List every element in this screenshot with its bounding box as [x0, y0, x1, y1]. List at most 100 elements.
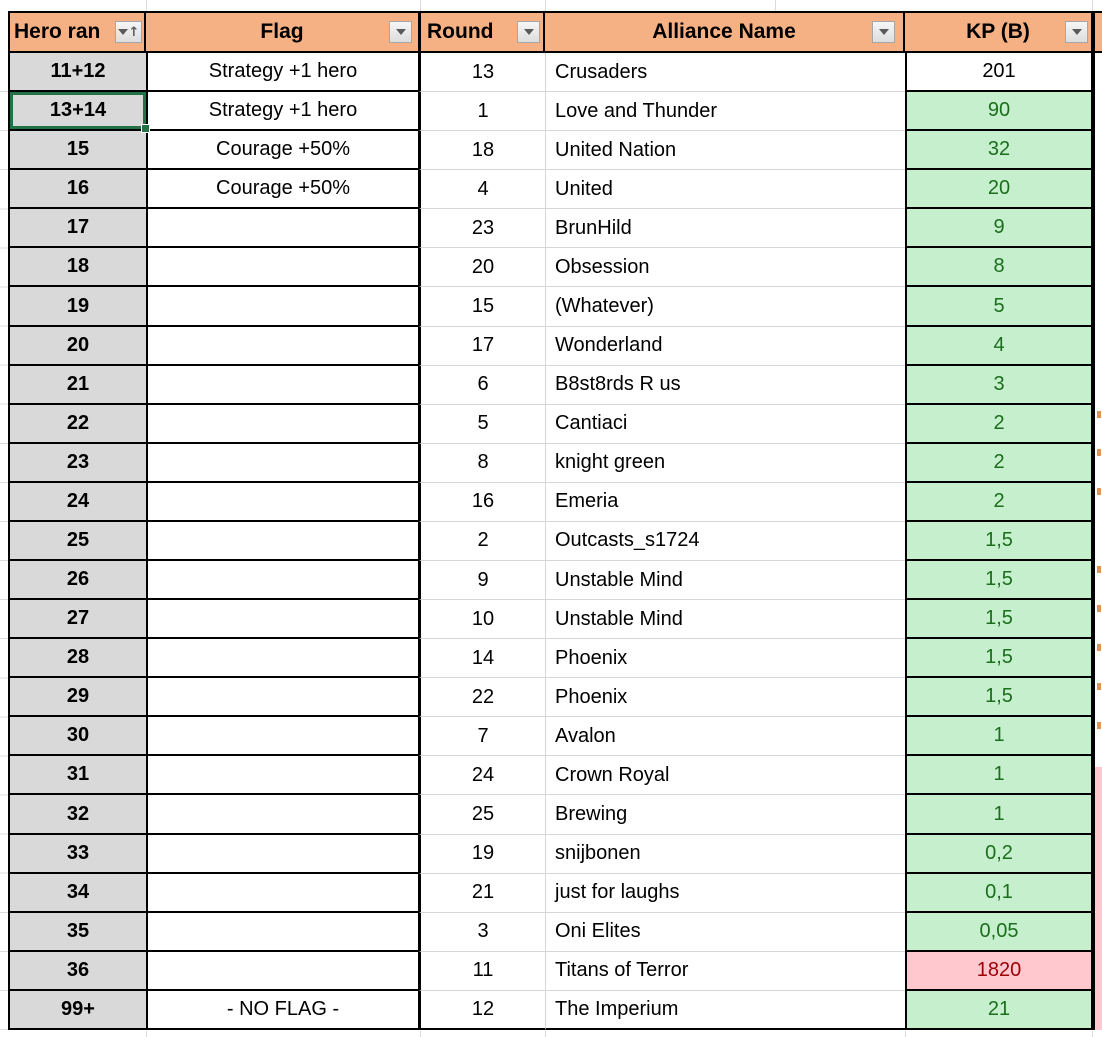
round-cell[interactable]: 6: [419, 365, 545, 405]
alliance-name-cell[interactable]: Unstable Mind: [545, 561, 905, 601]
alliance-name-cell[interactable]: Crown Royal: [545, 756, 905, 796]
flag-cell[interactable]: [146, 639, 420, 679]
kp-cell[interactable]: 1,5: [905, 639, 1093, 679]
flag-cell[interactable]: [146, 795, 420, 835]
flag-cell[interactable]: [146, 834, 420, 874]
flag-cell[interactable]: [146, 561, 420, 601]
flag-filter-button[interactable]: [389, 21, 412, 43]
alliance-name-cell[interactable]: BrunHild: [545, 209, 905, 249]
flag-cell[interactable]: Courage +50%: [146, 170, 420, 210]
hero-rank-cell[interactable]: 31: [8, 756, 146, 796]
alliance-name-cell[interactable]: United Nation: [545, 131, 905, 171]
alliance-name-cell[interactable]: Brewing: [545, 795, 905, 835]
hero-rank-cell[interactable]: 28: [8, 639, 146, 679]
kp-cell[interactable]: 1: [905, 756, 1093, 796]
flag-cell[interactable]: [146, 756, 420, 796]
round-cell[interactable]: 25: [419, 795, 545, 835]
hero-rank-cell[interactable]: 35: [8, 912, 146, 952]
flag-cell[interactable]: [146, 912, 420, 952]
hero-rank-cell[interactable]: 20: [8, 326, 146, 366]
round-cell[interactable]: 14: [419, 639, 545, 679]
kp-cell[interactable]: 1,5: [905, 678, 1093, 718]
round-cell[interactable]: 19: [419, 834, 545, 874]
round-cell[interactable]: 3: [419, 912, 545, 952]
kp-cell[interactable]: 201: [905, 53, 1093, 93]
kp-cell[interactable]: 21: [905, 990, 1093, 1030]
round-cell[interactable]: 12: [419, 990, 545, 1030]
alliance-name-cell[interactable]: Phoenix: [545, 678, 905, 718]
kp-cell[interactable]: 2: [905, 482, 1093, 522]
kp-cell[interactable]: 4: [905, 326, 1093, 366]
hero-rank-cell[interactable]: 24: [8, 482, 146, 522]
flag-cell[interactable]: [146, 521, 420, 562]
alliance-name-cell[interactable]: knight green: [545, 443, 905, 483]
hero-rank-cell[interactable]: 18: [8, 248, 146, 288]
hero-rank-cell[interactable]: 19: [8, 287, 146, 327]
round-cell[interactable]: 11: [419, 951, 545, 991]
hero-rank-header-cell[interactable]: Hero ran ↑: [8, 11, 146, 53]
alliance-name-cell[interactable]: Wonderland: [545, 326, 905, 366]
alliance-name-cell[interactable]: The Imperium: [545, 990, 905, 1030]
hero-rank-cell[interactable]: 21: [8, 365, 146, 405]
hero-rank-cell[interactable]: 15: [8, 131, 146, 171]
round-filter-button[interactable]: [517, 21, 540, 43]
hero-rank-cell[interactable]: 16: [8, 170, 146, 210]
kp-cell[interactable]: 1,5: [905, 600, 1093, 640]
kp-cell[interactable]: 1: [905, 717, 1093, 757]
flag-cell[interactable]: [146, 482, 420, 522]
round-cell[interactable]: 2: [419, 521, 545, 562]
alliance-name-cell[interactable]: (Whatever): [545, 287, 905, 327]
hero-rank-cell[interactable]: 30: [8, 717, 146, 757]
hero-rank-cell[interactable]: 23: [8, 443, 146, 483]
hero-rank-cell[interactable]: 25: [8, 521, 146, 562]
round-cell[interactable]: 16: [419, 482, 545, 522]
hero-rank-cell[interactable]: 17: [8, 209, 146, 249]
kp-cell[interactable]: 9: [905, 209, 1093, 249]
alliance-name-cell[interactable]: B8st8rds R us: [545, 365, 905, 405]
flag-cell[interactable]: [146, 287, 420, 327]
hero-rank-cell[interactable]: 36: [8, 951, 146, 991]
round-cell[interactable]: 9: [419, 561, 545, 601]
alliance-name-cell[interactable]: Phoenix: [545, 639, 905, 679]
round-cell[interactable]: 18: [419, 131, 545, 171]
kp-cell[interactable]: 1,5: [905, 561, 1093, 601]
kp-header-cell[interactable]: KP (B): [905, 11, 1093, 53]
alliance-filter-button[interactable]: [872, 21, 895, 43]
round-cell[interactable]: 1: [419, 92, 545, 132]
hero-rank-cell[interactable]: 32: [8, 795, 146, 835]
alliance-name-cell[interactable]: Outcasts_s1724: [545, 521, 905, 562]
round-cell[interactable]: 15: [419, 287, 545, 327]
hero-rank-cell[interactable]: 22: [8, 404, 146, 444]
round-header-cell[interactable]: Round: [419, 11, 545, 53]
kp-cell[interactable]: 2: [905, 443, 1093, 483]
kp-cell[interactable]: 32: [905, 131, 1093, 171]
hero-rank-cell[interactable]: 13+14: [8, 92, 150, 134]
flag-cell[interactable]: - NO FLAG -: [146, 990, 420, 1030]
kp-filter-button[interactable]: [1065, 21, 1088, 43]
flag-header-cell[interactable]: Flag: [146, 11, 420, 53]
alliance-name-cell[interactable]: United: [545, 170, 905, 210]
alliance-name-cell[interactable]: just for laughs: [545, 873, 905, 913]
flag-cell[interactable]: [146, 326, 420, 366]
flag-cell[interactable]: [146, 951, 420, 991]
round-cell[interactable]: 24: [419, 756, 545, 796]
flag-cell[interactable]: Strategy +1 hero: [146, 53, 420, 93]
flag-cell[interactable]: Strategy +1 hero: [146, 92, 420, 132]
kp-cell[interactable]: 5: [905, 287, 1093, 327]
alliance-name-cell[interactable]: Unstable Mind: [545, 600, 905, 640]
round-cell[interactable]: 7: [419, 717, 545, 757]
flag-cell[interactable]: [146, 209, 420, 249]
hero-rank-sort-filter-button[interactable]: ↑: [115, 21, 142, 43]
round-cell[interactable]: 8: [419, 443, 545, 483]
flag-cell[interactable]: [146, 717, 420, 757]
hero-rank-cell[interactable]: 26: [8, 561, 146, 601]
flag-cell[interactable]: [146, 678, 420, 718]
hero-rank-cell[interactable]: 11+12: [8, 53, 146, 93]
kp-cell[interactable]: 2: [905, 404, 1093, 444]
alliance-name-cell[interactable]: Titans of Terror: [545, 951, 905, 991]
round-cell[interactable]: 5: [419, 404, 545, 444]
kp-cell[interactable]: 0,2: [905, 834, 1093, 874]
alliance-name-cell[interactable]: snijbonen: [545, 834, 905, 874]
round-cell[interactable]: 17: [419, 326, 545, 366]
round-cell[interactable]: 21: [419, 873, 545, 913]
